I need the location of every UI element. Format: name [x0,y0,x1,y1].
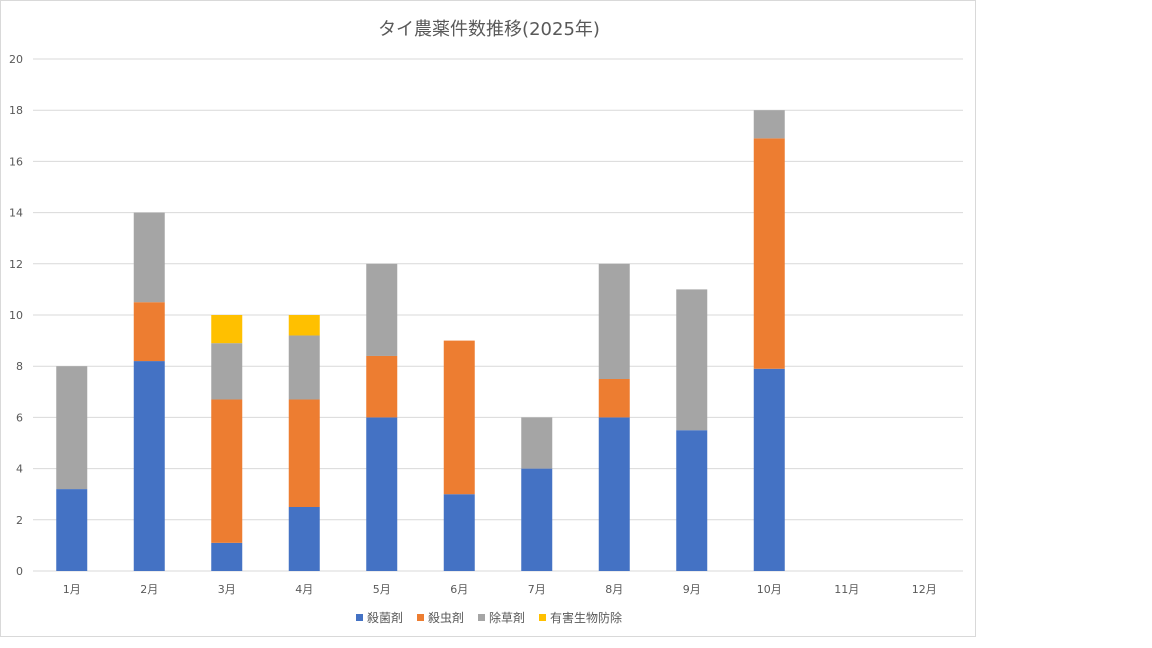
bar-segment [133,361,165,571]
y-tick-label: 18 [9,104,23,117]
legend-swatch [539,614,547,621]
legend-swatch [355,614,363,621]
y-tick-label: 16 [9,155,23,168]
x-tick-label: 1月 [63,583,81,596]
y-tick-label: 14 [9,207,23,220]
bar-segment [366,263,398,356]
bar-segment [521,417,553,469]
bar-segment [753,138,785,369]
x-tick-label: 2月 [140,583,158,596]
bar-segment [598,379,630,418]
y-tick-label: 8 [16,360,23,373]
bar-segment [521,468,553,571]
x-tick-label: 9月 [683,583,701,596]
x-tick-label: 12月 [912,583,937,596]
bar-segment [676,430,708,571]
bar-segment [133,212,165,303]
bar-segment [288,335,320,400]
y-tick-label: 6 [16,411,23,424]
legend-swatch [416,614,424,621]
bar-segment [676,289,708,431]
bar-segment [443,340,475,495]
y-tick-label: 12 [9,258,23,271]
legend-item: 除草剤 [478,609,525,626]
legend-item: 殺菌剤 [355,609,403,626]
bar-segment [211,542,243,571]
bar-segment [366,417,398,571]
bar-segment [56,489,88,571]
bar-segment [211,315,243,344]
y-tick-label: 10 [9,309,23,322]
y-tick-label: 20 [9,53,23,66]
legend-item: 殺虫剤 [416,609,464,626]
x-tick-label: 7月 [528,583,546,596]
bar-segment [288,399,320,507]
bar-segment [211,399,243,543]
x-tick-label: 6月 [450,583,468,596]
chart-plot: 0 2 4 6 8 10 12 14 16 18 20 1月 2月 3月 4月 5月 6月 7月 8月 9月 10月 11… [9,53,963,596]
legend-label: 除草剤 [489,611,526,625]
x-tick-label: 5月 [373,583,391,596]
x-tick-label: 3月 [218,583,236,596]
bar-segment [443,494,475,571]
x-tick-label: 11月 [834,583,859,596]
chart-area: タイ農薬件数推移(2025年) 0 2 4 6 8 10 12 14 16 18 20 1月 2月 3月 4… [0,0,976,637]
bar-segment [288,507,320,571]
legend-label: 殺菌剤 [366,611,403,625]
bar-segment [211,343,243,400]
bar-segment [366,355,398,418]
y-tick-label: 2 [16,514,23,527]
bar-segment [598,263,630,379]
x-tick-label: 8月 [605,583,623,596]
bar-segment [56,366,88,490]
legend-swatch [478,614,485,621]
legend-label: 有害生物防除 [550,611,623,625]
legend-item: 有害生物防除 [539,609,622,626]
y-tick-label: 0 [16,565,23,578]
bar-segment [753,368,785,571]
y-tick-label: 4 [16,463,23,476]
legend-label: 殺虫剤 [427,611,464,625]
bar-segment [288,315,320,336]
x-tick-label: 10月 [757,583,782,596]
bar-segment [753,110,785,139]
x-tick-label: 4月 [295,583,313,596]
bar-segment [598,417,630,571]
bar-segment [133,302,165,362]
legend: 殺菌剤 殺虫剤 除草剤 有害生物防除 [1,609,977,626]
chart-title: タイ農薬件数推移(2025年) [378,19,600,40]
